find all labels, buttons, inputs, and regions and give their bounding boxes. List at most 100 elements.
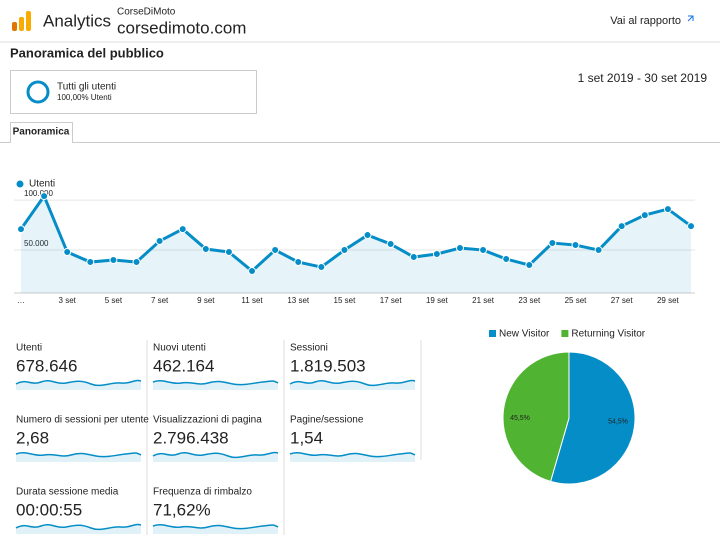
legend-label: New Visitor [499, 329, 550, 340]
x-tick-label: 19 set [426, 296, 449, 305]
point [109, 256, 118, 265]
legend-swatch [561, 330, 569, 337]
property[interactable]: corsedimoto.com [117, 18, 246, 37]
point [409, 253, 418, 262]
segment-name: Tutti gli utenti [57, 82, 116, 93]
sparkline-area [153, 452, 278, 462]
x-tick-label: 15 set [334, 296, 357, 305]
metric-label: Nuovi utenti [153, 343, 206, 354]
point [63, 248, 72, 257]
header [0, 0, 720, 42]
slice-label: 54,5% [608, 419, 628, 426]
point [455, 244, 464, 253]
point [548, 239, 557, 248]
sparkline [15, 379, 142, 387]
date-range[interactable]: 1 set 2019 - 30 set 2019 [578, 71, 708, 85]
tab-label[interactable]: Panoramica [13, 127, 70, 138]
metric-value: 462.164 [153, 356, 214, 375]
brand: Analytics [43, 11, 111, 30]
metric-value: 71,62% [153, 500, 211, 519]
point [594, 246, 603, 255]
sparkline [15, 523, 142, 531]
point [386, 240, 395, 249]
metric-dividers [146, 340, 422, 535]
x-tick-label: 3 set [59, 296, 77, 305]
x-tick-label: 23 set [518, 296, 541, 305]
metric-label: Frequenza di rimbalzo [153, 487, 252, 498]
point [248, 267, 257, 276]
metric-label: Utenti [16, 343, 42, 354]
sparkline [152, 451, 279, 459]
external-icon [687, 15, 694, 22]
x-tick-label: 5 set [105, 296, 123, 305]
point [317, 263, 326, 272]
x-tick-label: 29 set [657, 296, 680, 305]
point [663, 205, 672, 214]
x-tick-label: 17 set [380, 296, 403, 305]
sparkline [15, 452, 142, 458]
logo [12, 11, 31, 31]
y-tick-label: 50.000 [24, 239, 49, 248]
metric-value: 1.819.503 [290, 356, 366, 375]
legend-marker [16, 180, 24, 188]
metric-label: Sessioni [290, 343, 328, 354]
x-tick-label: 11 set [241, 296, 263, 305]
x-tick-label: 9 set [197, 296, 215, 305]
sparkline-area [16, 380, 141, 390]
sparkline-area [16, 524, 141, 534]
metric-value: 00:00:55 [16, 500, 82, 519]
segment-icon [26, 80, 50, 104]
point [17, 225, 25, 234]
point [363, 231, 372, 240]
tab[interactable] [10, 122, 73, 144]
report-link[interactable]: Vai al rapporto [610, 15, 681, 27]
point [86, 258, 95, 267]
point [178, 225, 187, 234]
metric-value: 1,54 [290, 428, 323, 447]
point [687, 222, 695, 231]
point [571, 241, 580, 250]
metric-label: Visualizzazioni di pagina [153, 415, 262, 426]
segment-box[interactable] [10, 70, 257, 114]
x-tick-label: 25 set [565, 296, 588, 305]
point [640, 211, 649, 220]
sparkline [152, 380, 279, 386]
point [271, 246, 280, 255]
slice-label: 45,5% [510, 415, 530, 422]
pie-slice [549, 351, 636, 485]
y-tick-label: 100.000 [24, 189, 53, 198]
area [21, 196, 691, 293]
point [132, 258, 141, 267]
point [294, 258, 303, 267]
sparkline-area [290, 380, 415, 390]
point [432, 250, 441, 259]
point [525, 261, 534, 270]
point [224, 248, 233, 257]
x-tick-label: 27 set [611, 296, 634, 305]
point [40, 192, 49, 201]
page-title: Panoramica del pubblico [10, 45, 164, 60]
x-tick-label: … [17, 296, 25, 305]
legend-swatch [489, 330, 496, 337]
sparkline [289, 452, 416, 458]
x-tick-label: 7 set [151, 296, 169, 305]
metric-label: Durata sessione media [16, 487, 119, 498]
segment-subtitle: 100,00% Utenti [57, 93, 112, 102]
metric-label: Numero di sessioni per utente [16, 415, 149, 426]
sparkline [289, 379, 416, 387]
x-tick-label: 21 set [472, 296, 495, 305]
account: CorseDiMoto [117, 7, 176, 18]
metric-value: 2.796.438 [153, 428, 229, 447]
metric-value: 678.646 [16, 356, 77, 375]
legend-label: Utenti [29, 179, 55, 190]
point [155, 237, 164, 246]
metric-value: 2,68 [16, 428, 49, 447]
pie-slice [502, 351, 570, 482]
legend-label: Returning Visitor [571, 329, 645, 340]
point [617, 222, 626, 231]
x-tick-label: 13 set [287, 296, 310, 305]
point [479, 246, 488, 255]
sparkline [152, 524, 279, 530]
point [201, 245, 210, 254]
